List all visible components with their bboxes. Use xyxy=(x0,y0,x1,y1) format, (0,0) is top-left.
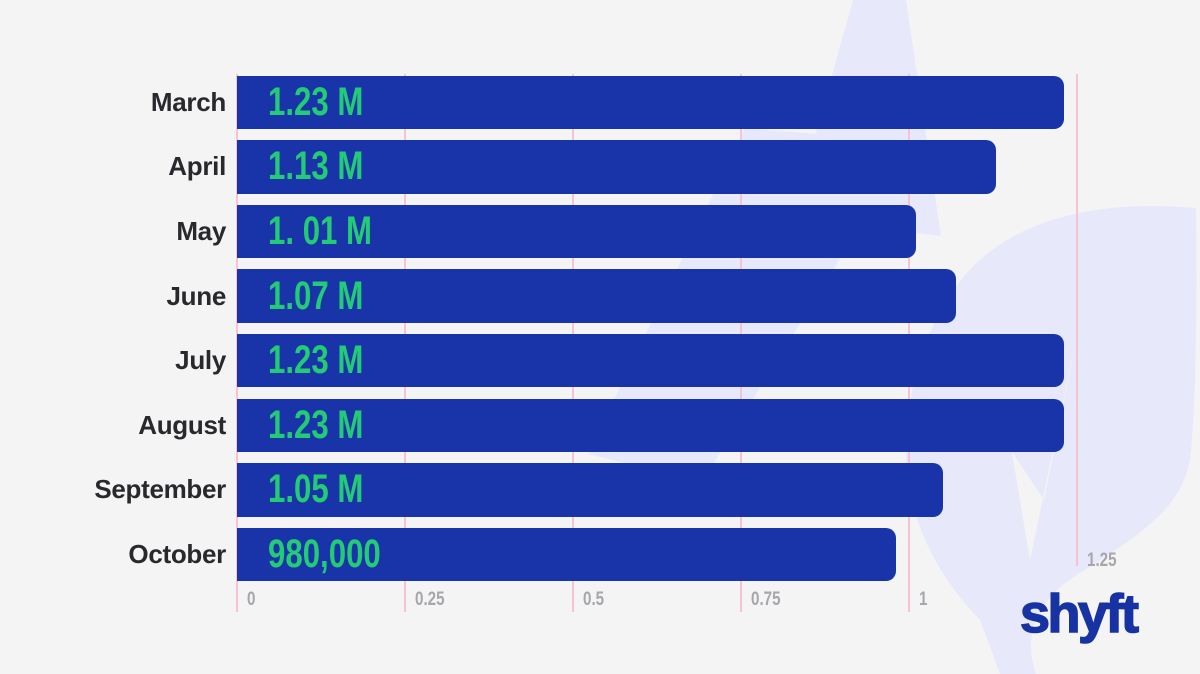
category-label-june: June xyxy=(166,280,227,311)
bar-july: 1.23 M xyxy=(237,333,1064,388)
bar-value-june: 1.07 M xyxy=(268,273,364,318)
category-label-april: April xyxy=(168,151,226,182)
bar-september: 1.05 M xyxy=(237,463,943,517)
bar-june: 1.07 M xyxy=(237,269,957,323)
category-label-july: July xyxy=(175,345,226,376)
bar-october: 980,000 xyxy=(237,527,896,582)
bar-march: 1.23 M xyxy=(237,75,1064,129)
tick-label-0: 0 xyxy=(247,589,256,610)
brand-logo: shyft xyxy=(1019,583,1139,645)
tick-label-0.25: 0.25 xyxy=(415,589,445,610)
category-label-september: September xyxy=(94,474,226,505)
bar-value-may: 1. 01 M xyxy=(268,208,373,253)
bar-april: 1.13 M xyxy=(237,140,997,194)
category-label-may: May xyxy=(176,215,226,246)
tick-label-0.5: 0.5 xyxy=(583,589,605,610)
category-label-march: March xyxy=(150,86,226,117)
category-label-august: August xyxy=(138,409,226,440)
bar-value-april: 1.13 M xyxy=(268,144,364,189)
tick-label-1: 1 xyxy=(919,589,928,610)
tick-label-1.25: 1.25 xyxy=(1087,550,1117,571)
bar-value-october: 980,000 xyxy=(268,531,381,576)
tick-label-0.75: 0.75 xyxy=(751,589,781,610)
bar-value-july: 1.23 M xyxy=(268,338,364,383)
gridline-1.25 xyxy=(1076,74,1078,566)
category-label-october: October xyxy=(128,538,226,569)
bar-august: 1.23 M xyxy=(237,398,1064,452)
bar-value-september: 1.05 M xyxy=(268,467,364,512)
bar-value-march: 1.23 M xyxy=(268,79,364,124)
bar-value-august: 1.23 M xyxy=(268,402,364,447)
bar-may: 1. 01 M xyxy=(237,204,916,259)
decor-arrow-notch xyxy=(1012,330,1078,560)
